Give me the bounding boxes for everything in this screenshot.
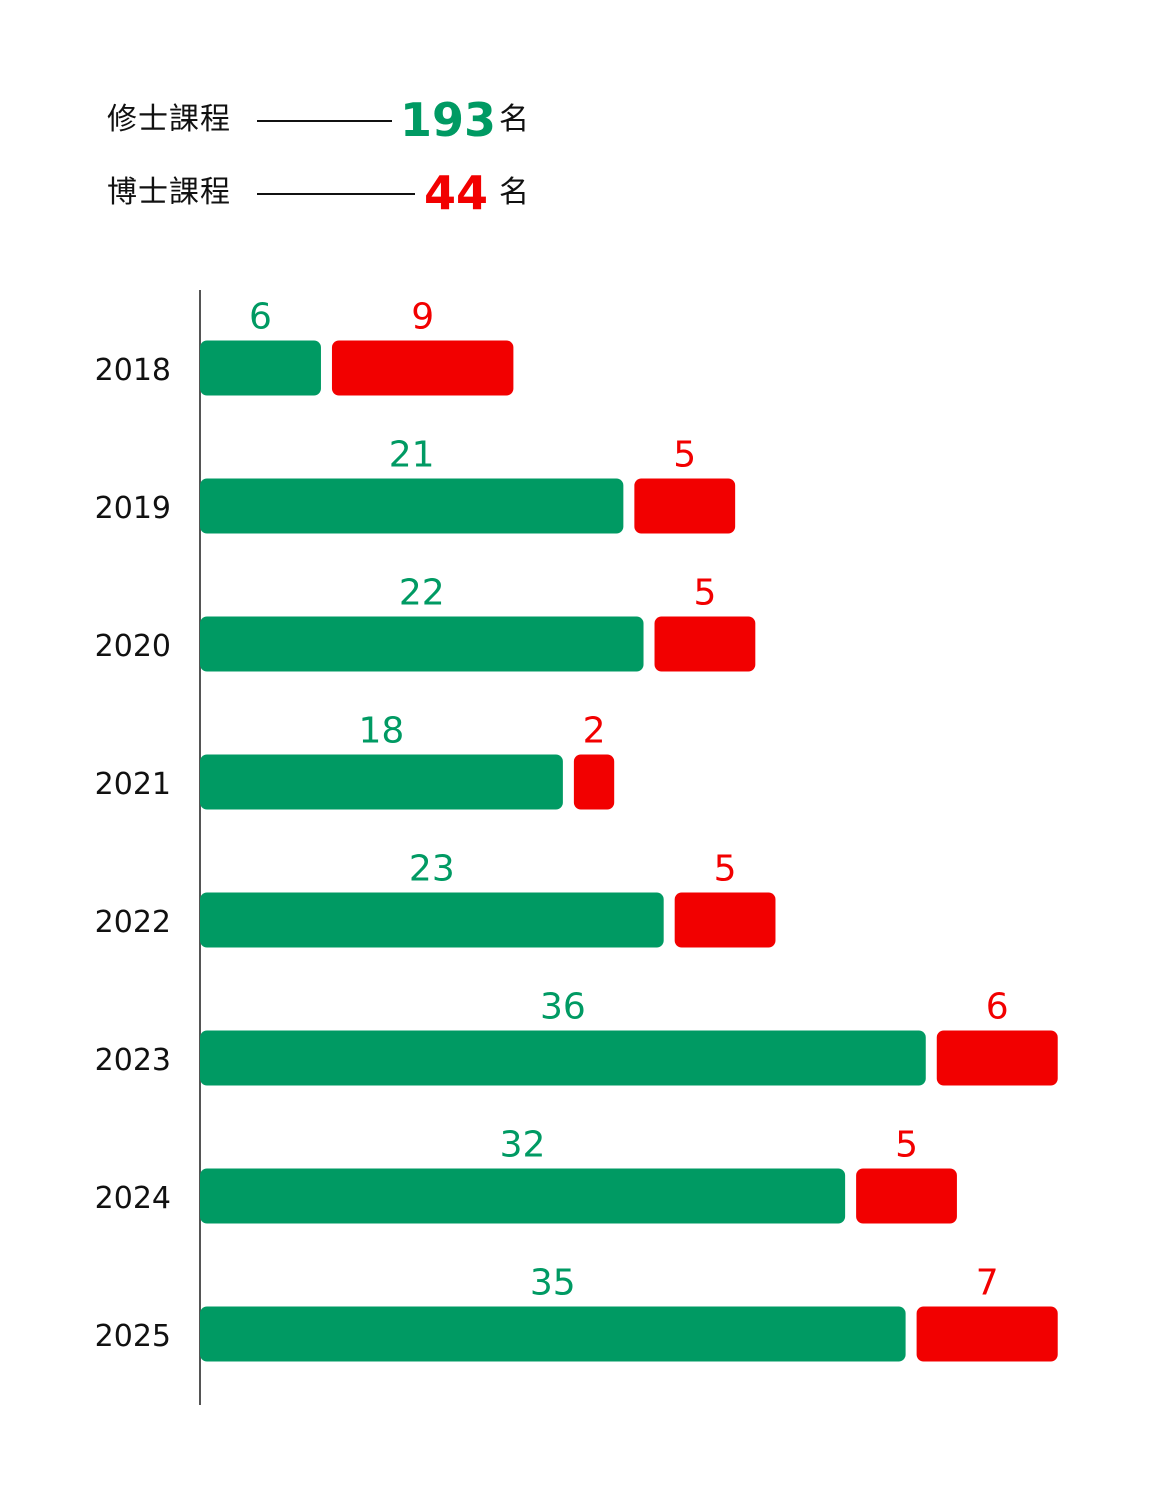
data-label-doctor: 6	[986, 987, 1009, 1028]
bar-doctor	[654, 616, 756, 672]
bar-doctor	[916, 1306, 1058, 1362]
data-label-doctor: 5	[714, 849, 737, 890]
year-label: 2020	[95, 629, 171, 664]
data-label-master: 6	[249, 297, 272, 338]
year-label: 2022	[95, 905, 171, 940]
bar-doctor	[331, 340, 514, 396]
data-label-doctor: 2	[583, 711, 606, 752]
bar-doctor	[573, 754, 615, 810]
bar-doctor	[674, 892, 776, 948]
legend-label-doctor: 博士課程	[107, 175, 231, 210]
bar-master	[200, 892, 664, 948]
year-label: 2023	[95, 1043, 171, 1078]
bar-doctor	[936, 1030, 1058, 1086]
year-label: 2019	[95, 491, 171, 526]
data-label-master: 35	[530, 1263, 576, 1304]
data-label-master: 36	[540, 987, 586, 1028]
data-label-master: 22	[399, 573, 445, 614]
data-label-doctor: 5	[693, 573, 716, 614]
legend-unit-doctor: 名	[499, 175, 529, 210]
year-label: 2021	[95, 767, 171, 802]
data-label-master: 23	[409, 849, 455, 890]
legend-doctor: 博士課程 44 名	[0, 163, 600, 223]
legend-line-doctor	[257, 193, 415, 195]
legend-master: 修士課程 193 名	[0, 90, 600, 150]
data-label-doctor: 9	[411, 297, 434, 338]
year-label: 2025	[95, 1319, 171, 1354]
legend-total-master: 193	[400, 93, 497, 147]
data-label-master: 18	[359, 711, 405, 752]
bar-master	[200, 1168, 846, 1224]
legend-unit-master: 名	[499, 102, 529, 137]
data-label-doctor: 7	[976, 1263, 999, 1304]
year-label: 2018	[95, 353, 171, 388]
year-label: 2024	[95, 1181, 171, 1216]
bar-doctor	[856, 1168, 957, 1224]
bar-master	[200, 1306, 906, 1362]
data-label-master: 32	[500, 1125, 546, 1166]
legend-line-master	[257, 120, 392, 122]
legend-label-master: 修士課程	[107, 102, 231, 137]
bar-master	[200, 1030, 926, 1086]
legend-total-doctor: 44	[423, 166, 488, 220]
bar-master	[200, 754, 563, 810]
bar-doctor	[634, 478, 736, 534]
data-label-doctor: 5	[895, 1125, 918, 1166]
bar-master	[200, 616, 644, 672]
bar-master	[200, 340, 321, 396]
data-label-doctor: 5	[673, 435, 696, 476]
bar-master	[200, 478, 624, 534]
data-label-master: 21	[389, 435, 435, 476]
